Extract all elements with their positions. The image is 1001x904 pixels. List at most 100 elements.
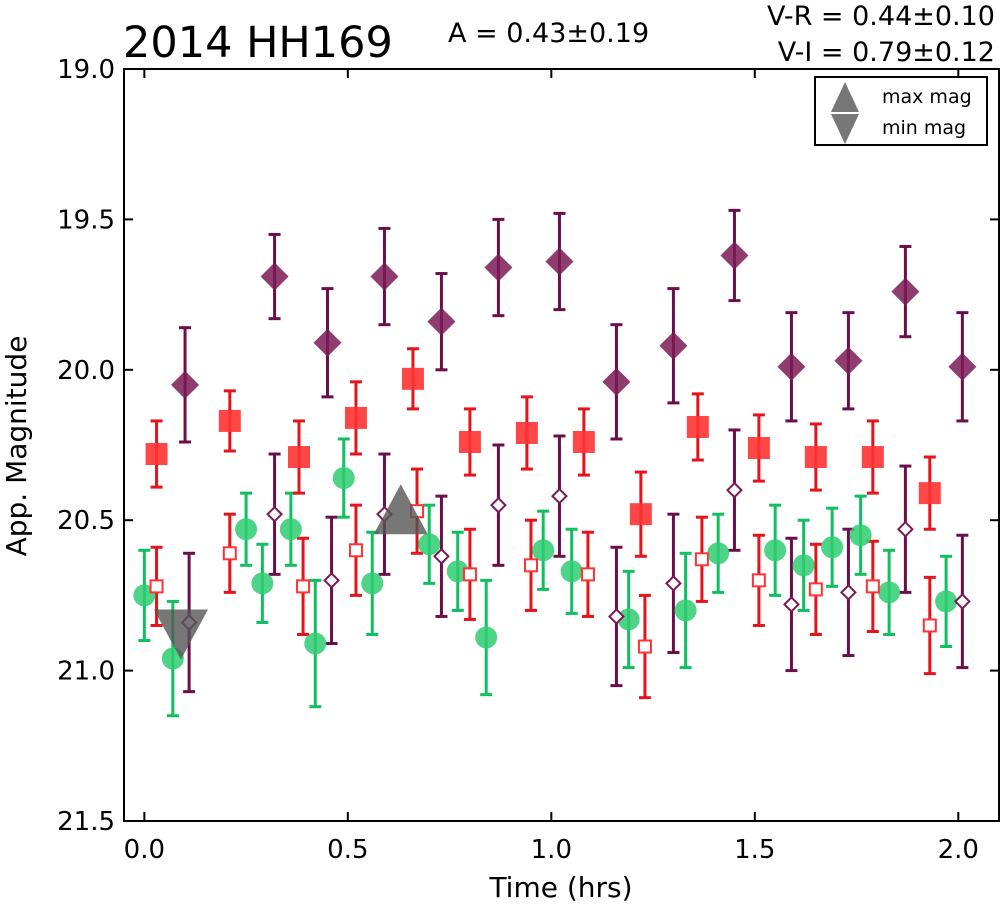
data-point-diamond — [891, 277, 920, 306]
color-vr-label: V-R = 0.44±0.10 — [767, 1, 995, 32]
y-axis-label: App. Magnitude — [0, 336, 33, 557]
data-point-diamond-open — [433, 547, 450, 565]
data-point-diamond — [171, 370, 200, 399]
data-point-square-open — [580, 567, 595, 582]
data-point-circle — [878, 581, 901, 604]
data-point-square — [288, 446, 310, 469]
data-point-diamond — [948, 352, 977, 381]
object-title: 2014 HH169 — [123, 18, 393, 68]
plot-frame — [123, 68, 1000, 822]
data-point-circle — [279, 518, 302, 541]
data-point-diamond — [313, 328, 342, 357]
data-point-diamond — [260, 262, 289, 291]
data-point-circle — [251, 572, 274, 595]
data-point-square-open — [296, 579, 311, 594]
data-point-square-open — [694, 552, 709, 567]
data-point-circle — [792, 554, 815, 577]
y-tick-label: 20.5 — [57, 506, 115, 536]
data-point-circle — [332, 467, 355, 490]
data-point-diamond — [484, 253, 513, 282]
data-point-circle — [475, 626, 498, 649]
data-point-diamond-open — [266, 505, 283, 523]
plot-area — [133, 208, 977, 718]
data-point-circle — [304, 632, 327, 655]
data-point-square — [145, 443, 168, 466]
data-point-diamond — [602, 367, 631, 396]
min-mag-marker — [153, 609, 208, 660]
data-point-diamond-open — [726, 481, 743, 499]
legend-min-marker — [831, 114, 859, 144]
data-point-circle — [560, 560, 583, 583]
y-tick-label: 19.5 — [57, 205, 115, 235]
y-tick-label: 20.0 — [57, 356, 115, 386]
data-point-diamond — [427, 307, 456, 336]
x-tick-label: 0.5 — [327, 835, 368, 865]
data-point-square-open — [149, 579, 164, 594]
data-point-diamond-open — [783, 596, 800, 613]
data-point-circle — [361, 572, 384, 595]
data-point-circle — [617, 608, 640, 631]
data-point-circle — [235, 518, 258, 541]
data-point-square — [629, 503, 652, 526]
legend-max-label: max mag — [882, 86, 972, 108]
data-point-square-open — [637, 639, 652, 654]
x-tick-label: 2.0 — [938, 835, 979, 865]
data-point-diamond-open — [953, 593, 971, 610]
legend-max-marker — [831, 82, 859, 112]
x-tick-label: 1.5 — [734, 835, 775, 865]
data-point-diamond-open — [896, 520, 914, 538]
data-point-diamond — [834, 346, 863, 375]
data-point-square — [572, 430, 595, 453]
data-point-square — [686, 415, 709, 438]
amplitude-label: A = 0.43±0.19 — [448, 18, 649, 49]
data-point-square-open — [348, 543, 363, 558]
data-point-circle — [418, 533, 441, 556]
data-point-square-open — [523, 558, 538, 573]
data-point-square-open — [865, 579, 880, 594]
data-point-square — [401, 367, 424, 390]
y-tick-label: 19.0 — [57, 55, 115, 85]
data-point-diamond — [370, 262, 399, 291]
data-point-diamond-open — [551, 487, 568, 505]
x-axis-label: Time (hrs) — [488, 871, 632, 904]
data-point-diamond-open — [323, 571, 340, 589]
data-point-circle — [674, 599, 697, 622]
data-point-square-open — [808, 582, 823, 597]
data-point-circle — [935, 590, 958, 613]
data-point-square-open — [751, 573, 766, 588]
data-point-diamond — [720, 241, 749, 270]
max-mag-marker — [373, 484, 428, 535]
x-tick-label: 1.0 — [531, 835, 572, 865]
data-point-square — [458, 430, 481, 453]
data-point-square — [804, 446, 827, 469]
data-point-circle — [532, 539, 555, 562]
data-point-diamond — [545, 247, 574, 276]
data-point-square — [918, 482, 941, 505]
data-point-square — [344, 406, 367, 429]
data-point-circle — [821, 536, 844, 559]
data-point-square-open — [922, 618, 937, 633]
data-point-diamond-open — [840, 583, 857, 601]
data-point-diamond-open — [608, 608, 625, 625]
data-point-square-open — [462, 567, 477, 582]
data-point-circle — [849, 524, 872, 547]
data-point-square — [218, 409, 241, 432]
data-point-square — [861, 446, 884, 469]
data-point-diamond-open — [490, 496, 507, 514]
data-point-square — [747, 437, 770, 460]
data-point-diamond-open — [665, 574, 682, 592]
axis-ticks: 0.0 0.5 1.0 1.5 2.0 19.0 19.5 20.0 20.5 21.0 21.5 — [57, 55, 999, 865]
color-vi-label: V-I = 0.79±0.12 — [778, 37, 995, 68]
data-point-square-open — [222, 546, 237, 561]
data-point-diamond — [659, 331, 688, 360]
legend: max mag min mag — [814, 76, 988, 146]
legend-min-label: min mag — [882, 117, 966, 139]
data-point-diamond — [777, 352, 806, 381]
data-point-circle — [707, 542, 730, 565]
data-point-circle — [764, 539, 787, 562]
y-tick-label: 21.5 — [57, 807, 115, 837]
x-tick-label: 0.0 — [124, 835, 165, 865]
data-point-square — [515, 421, 538, 444]
y-tick-label: 21.0 — [57, 657, 115, 687]
